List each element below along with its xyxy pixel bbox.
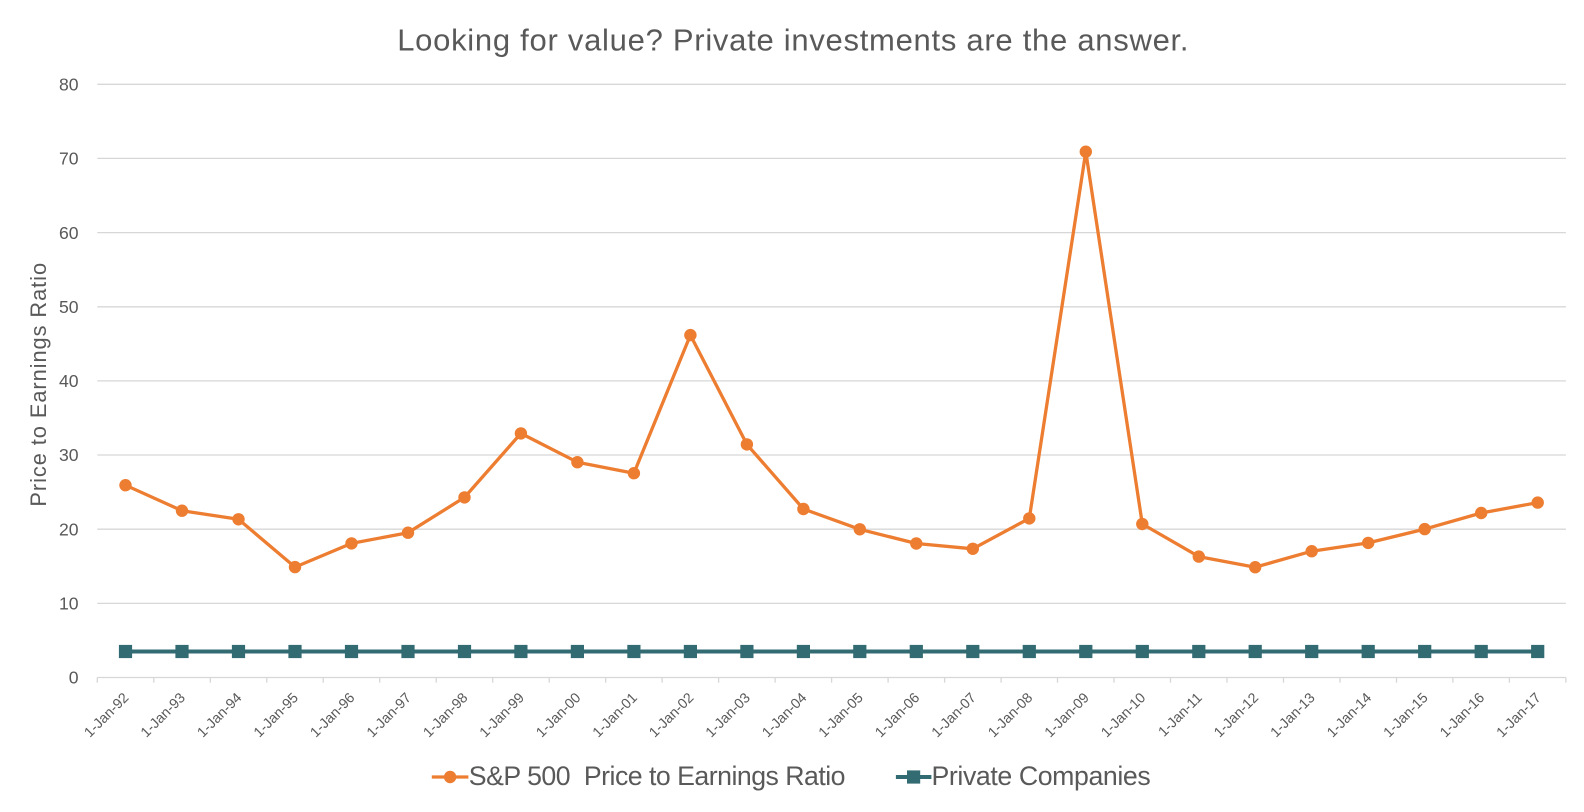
svg-text:Looking for value? Private inv: Looking for value? Private investments a… <box>397 23 1188 58</box>
svg-text:70: 70 <box>59 149 79 169</box>
svg-text:80: 80 <box>59 75 79 95</box>
svg-text:30: 30 <box>59 445 79 465</box>
svg-text:60: 60 <box>59 223 79 243</box>
svg-text:20: 20 <box>59 519 79 539</box>
svg-text:40: 40 <box>59 371 79 391</box>
svg-text:10: 10 <box>59 594 79 614</box>
svg-text:S&P 500 Price to Earnings Rat: S&P 500 Price to Earnings Ratio <box>469 761 846 791</box>
svg-text:0: 0 <box>69 668 79 688</box>
svg-text:Private Companies: Private Companies <box>932 761 1151 791</box>
svg-text:50: 50 <box>59 297 79 317</box>
svg-text:Price to Earnings Ratio: Price to Earnings Ratio <box>26 263 51 507</box>
